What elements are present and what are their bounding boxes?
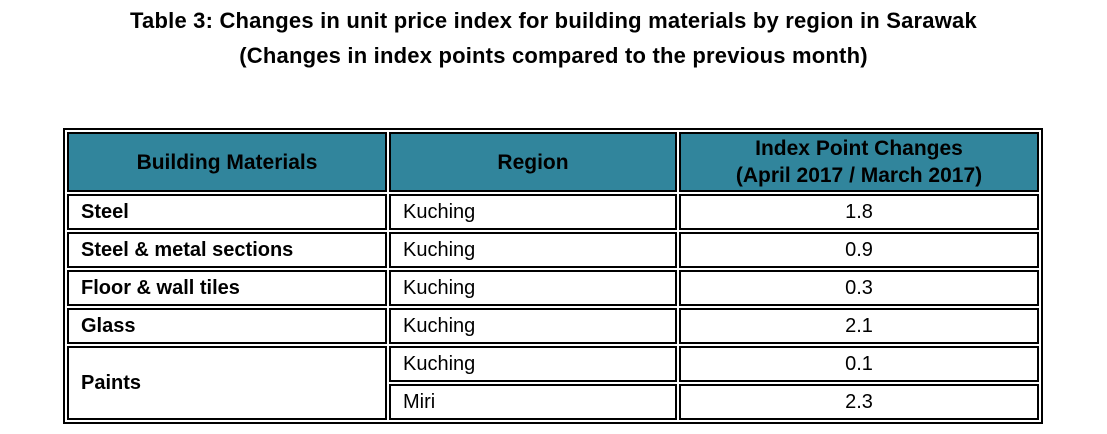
cell-index-change: 2.3 [679, 384, 1039, 420]
cell-index-change: 0.3 [679, 270, 1039, 306]
header-index-point-changes-line1: Index Point Changes [755, 137, 963, 160]
cell-material-paints: Paints [67, 346, 387, 420]
header-index-point-changes-line2: (April 2017 / March 2017) [735, 164, 983, 187]
cell-material-steel: Steel [67, 194, 387, 230]
table-title-line2: (Changes in index points compared to the… [239, 43, 868, 68]
table-row: Miri 2.3 [67, 384, 1039, 420]
cell-region: Kuching [389, 194, 677, 230]
cell-material-steel-metal-sections: Steel & metal sections [67, 232, 387, 268]
cell-region: Kuching [389, 232, 677, 268]
cell-region: Kuching [389, 346, 677, 382]
table-row: Steel Kuching 1.8 [67, 194, 1039, 230]
materials-price-index-table: Building Materials Region Index Point Ch… [63, 128, 1043, 424]
cell-index-change: 0.9 [679, 232, 1039, 268]
header-row: Building Materials Region Index Point Ch… [67, 132, 1039, 192]
table-row: Floor & wall tiles Kuching 0.3 [67, 270, 1039, 306]
cell-material-glass: Glass [67, 308, 387, 344]
page: Table 3: Changes in unit price index for… [0, 3, 1107, 424]
cell-region: Kuching [389, 308, 677, 344]
cell-region: Kuching [389, 270, 677, 306]
cell-index-change: 1.8 [679, 194, 1039, 230]
table-title: Table 3: Changes in unit price index for… [0, 3, 1107, 73]
table-row: Steel & metal sections Kuching 0.9 [67, 232, 1039, 268]
table-row: Glass Kuching 2.1 [67, 308, 1039, 344]
header-index-point-changes: Index Point Changes (April 2017 / March … [679, 132, 1039, 192]
cell-index-change: 2.1 [679, 308, 1039, 344]
cell-region: Miri [389, 384, 677, 420]
header-building-materials: Building Materials [67, 132, 387, 192]
cell-index-change: 0.1 [679, 346, 1039, 382]
table-row: Paints Kuching 0.1 [67, 346, 1039, 420]
header-region: Region [389, 132, 677, 192]
cell-material-floor-wall-tiles: Floor & wall tiles [67, 270, 387, 306]
table-title-line1: Table 3: Changes in unit price index for… [130, 8, 977, 33]
